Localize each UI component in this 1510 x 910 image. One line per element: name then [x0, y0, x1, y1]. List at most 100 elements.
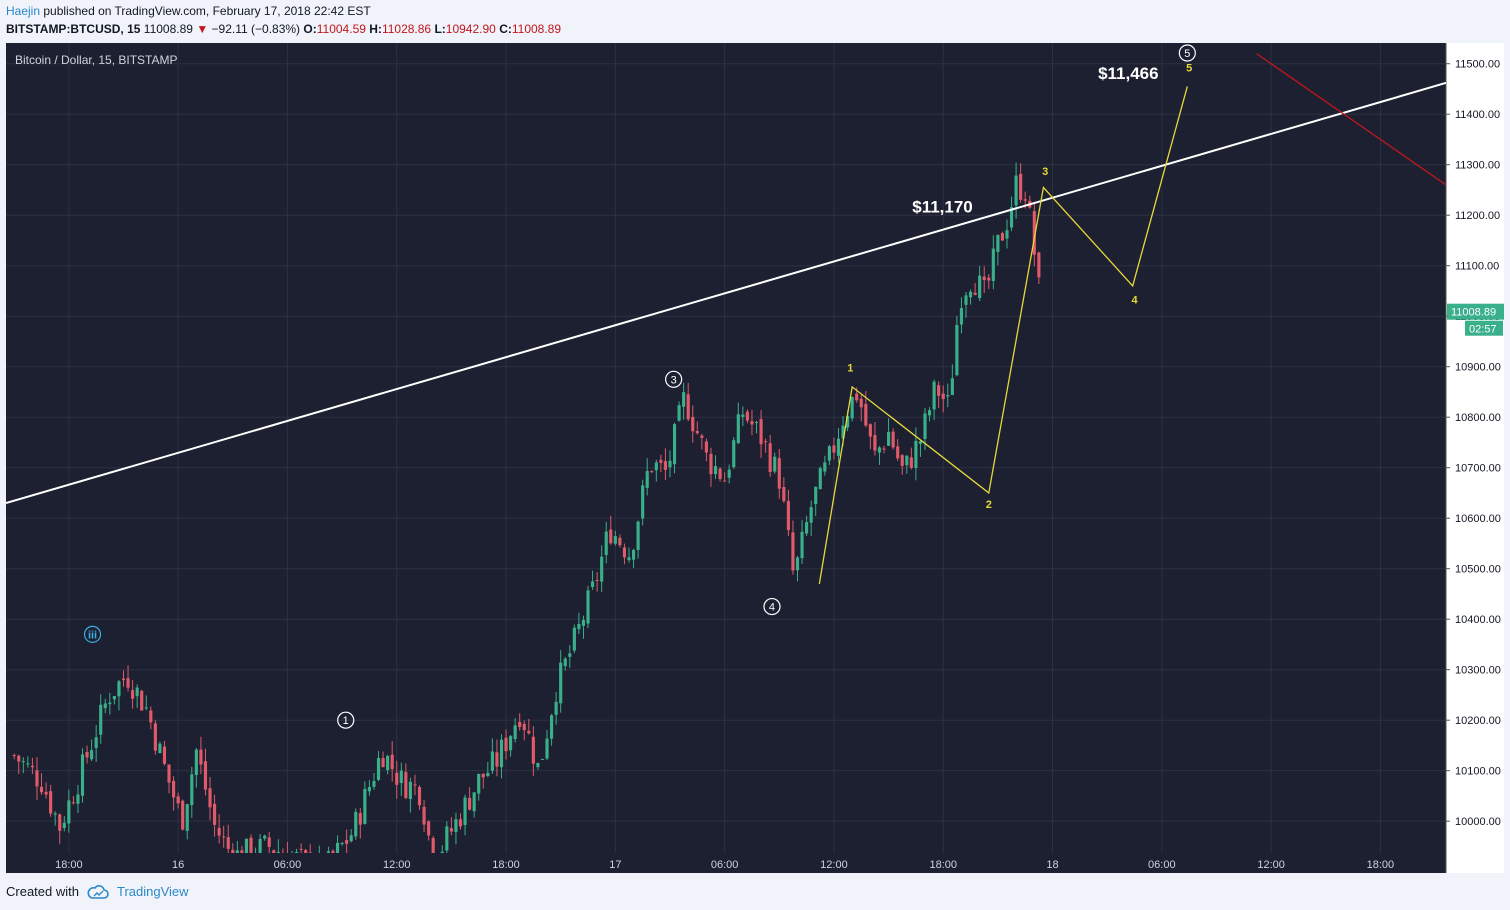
candle-body: [777, 458, 781, 489]
candle-body: [795, 557, 800, 571]
candle-body: [850, 396, 854, 419]
author-link[interactable]: Haejin: [6, 4, 41, 18]
candle-body: [654, 462, 658, 471]
candle-body: [158, 743, 162, 754]
candle-body: [663, 461, 668, 470]
candle-body: [868, 424, 872, 437]
candle-body: [240, 850, 244, 853]
candle-body: [559, 662, 563, 704]
low-label: L:: [434, 22, 446, 36]
candle-body: [1032, 211, 1036, 255]
candle-body: [832, 445, 836, 453]
candle-body: [363, 788, 367, 824]
candle-body: [335, 842, 340, 853]
candle-body: [577, 624, 581, 630]
candle-body: [641, 485, 645, 519]
candle-body: [536, 762, 540, 768]
low-value: 10942.90: [445, 22, 496, 36]
candle-body: [691, 416, 695, 432]
candle-body: [67, 800, 71, 824]
x-tick-label: 12:00: [820, 859, 848, 871]
candle-body: [263, 835, 267, 839]
candle-body: [809, 507, 813, 523]
candle-body: [431, 838, 435, 853]
candle-body: [294, 852, 299, 853]
circled-wave-label-ring: [83, 625, 102, 643]
candle-body: [454, 819, 458, 833]
candle-body: [167, 764, 171, 783]
candle-body: [495, 752, 499, 767]
candle-body: [468, 797, 472, 810]
candle-body: [458, 819, 463, 827]
candle-body: [276, 851, 280, 853]
candle-body: [504, 737, 508, 752]
candle-body: [1037, 252, 1041, 278]
candle-body: [490, 751, 494, 771]
x-tick-label: 16: [172, 859, 184, 871]
candle-body: [94, 737, 98, 749]
tradingview-logo-icon: [87, 884, 109, 899]
open-label: O:: [303, 22, 317, 36]
y-tick-label: 10000.00: [1455, 816, 1501, 828]
candle-body: [941, 393, 945, 400]
countdown-tag: [1465, 320, 1503, 336]
trendline: [6, 81, 1446, 505]
candle-body: [955, 324, 959, 376]
high-value: 11028.86: [381, 22, 432, 36]
change-arrow-icon: ▼: [196, 22, 209, 36]
candle-body: [613, 536, 617, 544]
candle-body: [827, 446, 831, 461]
candle-body: [905, 455, 909, 466]
last-price-tag: [1447, 303, 1504, 320]
created-with-text: Created with: [6, 884, 79, 899]
candle-body: [1005, 230, 1009, 239]
y-tick-label: 10800.00: [1455, 412, 1501, 424]
y-tick-label: 10900.00: [1455, 362, 1501, 374]
footer: Created with TradingView: [6, 884, 189, 899]
candle-body: [518, 721, 522, 728]
chart-panel[interactable]: 10000.00 10100.00 10200.00 10300.00 10400.00…: [6, 43, 1504, 873]
symbol-label: BITSTAMP:BTCUSD, 15: [6, 22, 141, 36]
candle-body: [695, 431, 699, 434]
red-line: [1256, 53, 1446, 186]
candle-body: [1023, 199, 1027, 201]
candle-body: [859, 398, 863, 408]
candle-body: [1019, 173, 1023, 200]
wave-label: 2: [986, 499, 992, 511]
candle-body: [117, 681, 121, 697]
candle-body: [395, 772, 399, 785]
candle-body: [53, 813, 57, 815]
candle-body: [30, 765, 34, 768]
price-chart[interactable]: 10000.00 10100.00 10200.00 10300.00 10400.00…: [6, 43, 1504, 873]
candle-body: [267, 837, 271, 847]
candle-body: [108, 702, 112, 705]
candle-body: [782, 487, 786, 502]
candle-body: [231, 849, 235, 853]
candle-body: [258, 838, 262, 853]
tradingview-link[interactable]: TradingView: [116, 884, 189, 899]
candle-body: [340, 843, 344, 845]
candle-body: [987, 277, 991, 281]
candle-body: [659, 459, 663, 463]
candle-body: [545, 738, 549, 759]
candle-body: [49, 791, 53, 814]
candle-body: [349, 835, 353, 842]
ohlc-bar: BITSTAMP:BTCUSD, 15 11008.89 ▼ −92.11 (−…: [6, 22, 561, 36]
y-tick-label: 10700.00: [1455, 463, 1501, 475]
candle-body: [732, 440, 736, 467]
candle-body: [818, 468, 822, 490]
candle-body: [550, 715, 554, 739]
candle-body: [882, 448, 886, 450]
candle-body: [937, 385, 941, 396]
candle-body: [741, 414, 745, 417]
candle-body: [759, 419, 763, 445]
candle-body: [194, 749, 198, 775]
candle-body: [131, 690, 135, 699]
candle-body: [422, 806, 426, 825]
candle-body: [103, 703, 107, 709]
circled-wave-label: 5: [1184, 48, 1190, 60]
candle-body: [308, 852, 312, 853]
candle-body: [800, 531, 804, 559]
candle-body: [39, 786, 44, 793]
candle-body: [846, 415, 850, 428]
